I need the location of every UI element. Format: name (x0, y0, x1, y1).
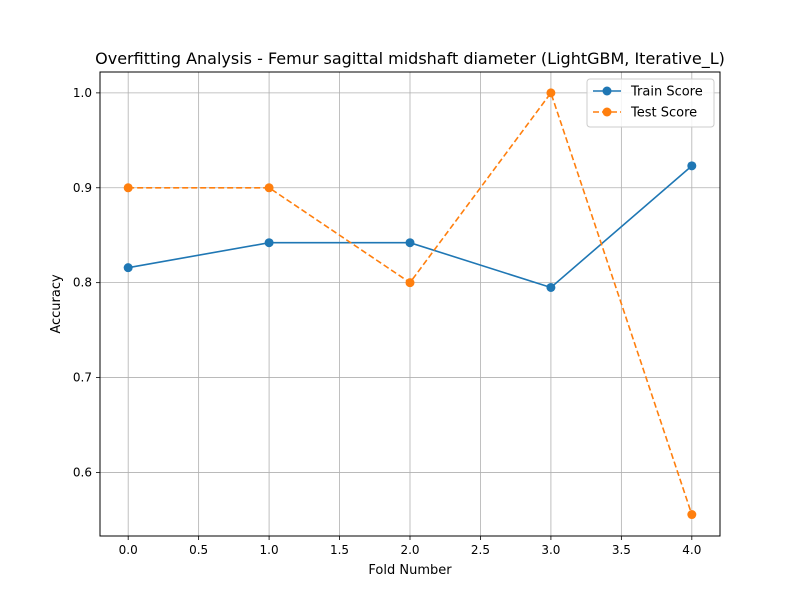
legend: Train Score Test Score (586, 78, 715, 128)
chart-title: Overfitting Analysis - Femur sagittal mi… (95, 49, 725, 69)
x-tick-label: 1.0 (260, 543, 279, 557)
y-tick-label: 0.7 (73, 371, 92, 385)
x-tick-label: 3.5 (612, 543, 631, 557)
test-score-point (687, 510, 697, 520)
x-tick-label: 3.0 (541, 543, 560, 557)
train-score-point (546, 282, 556, 292)
y-tick-label: 0.8 (73, 276, 92, 290)
x-tick-label: 4.0 (682, 543, 701, 557)
y-axis-label: Accuracy (49, 274, 64, 334)
x-tick-label: 1.5 (330, 543, 349, 557)
x-tick-label: 0.0 (119, 543, 138, 557)
train-score-point (123, 263, 133, 273)
x-tick-label: 2.0 (400, 543, 419, 557)
test-score-legend-label: Test Score (630, 106, 697, 121)
x-tick-label: 0.5 (189, 543, 208, 557)
train-score-point (405, 238, 415, 248)
y-tick-label: 0.6 (73, 465, 92, 479)
train-score-point (264, 238, 274, 248)
test-score-point (546, 88, 556, 98)
series-layer (123, 88, 697, 520)
test-score-legend-marker (602, 107, 612, 117)
train-score-legend-label: Train Score (630, 85, 703, 100)
test-score-point (123, 183, 133, 193)
x-axis-label: Fold Number (368, 563, 452, 578)
axis-ticks: 0.0 0.5 1.0 1.5 2.0 2.5 3.0 3.5 4.0 0.6 0.7 0.8 0.9 1… (73, 86, 701, 557)
x-tick-label: 2.5 (471, 543, 490, 557)
test-score-point (264, 183, 274, 193)
y-tick-label: 1.0 (73, 86, 92, 100)
train-score-legend-marker (602, 86, 612, 96)
y-tick-label: 0.9 (73, 181, 92, 195)
test-score-point (405, 278, 415, 288)
grid-lines (100, 72, 720, 536)
train-score-point (687, 161, 697, 171)
